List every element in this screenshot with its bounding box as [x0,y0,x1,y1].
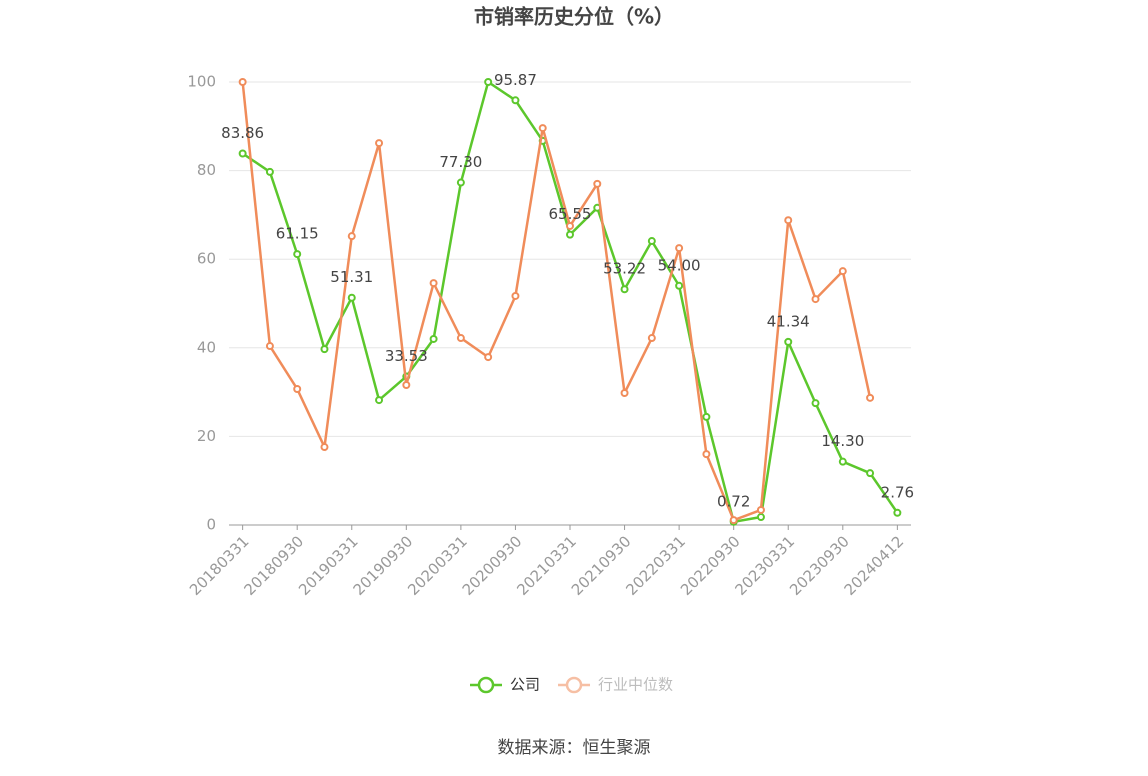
data-point [838,457,847,466]
data-point [293,384,302,393]
data-point [566,221,574,230]
legend-label: 公司 [510,676,540,694]
x-tick-label: 20240412 [841,532,908,599]
data-point [593,179,602,188]
data-label: 2.76 [881,483,914,501]
data-point [265,342,274,351]
data-point [893,508,902,517]
data-label: 51.31 [330,268,373,286]
data-label: 33.53 [385,347,428,365]
data-point [375,396,384,405]
series-line [241,79,899,524]
data-label: 83.86 [221,124,264,142]
data-point [538,124,547,133]
legend-item: 公司 [470,676,540,694]
data-point [729,516,738,525]
data-point [702,450,711,459]
data-point [320,443,329,452]
data-point [675,244,684,253]
data-point [702,412,711,421]
legend-label: 行业中位数 [598,676,673,694]
data-point [347,293,356,302]
data-point [784,216,793,225]
data-point [429,334,438,343]
data-point [484,353,493,362]
chart-title: 市销率历史分位（%） [474,5,674,29]
data-point [429,279,438,288]
data-label: 14.30 [821,432,864,450]
data-point [375,139,384,148]
data-point [647,237,656,246]
series-line [241,81,872,522]
y-tick-label: 100 [187,73,216,91]
data-point [675,281,684,290]
data-point [402,381,411,390]
data-label: 65.55 [549,205,592,223]
data-point [566,230,574,239]
data-point [620,285,629,294]
y-tick-label: 0 [206,516,216,534]
data-label: 54.00 [658,256,701,274]
data-point [620,388,629,397]
data-point [838,267,847,276]
data-point [484,78,493,86]
data-point [784,337,793,346]
data-label: 0.72 [717,492,750,510]
data-point [456,178,465,187]
data-point [756,513,765,522]
data-point [866,469,875,478]
data-point [811,399,820,408]
y-tick-label: 40 [197,338,216,356]
data-point [756,505,765,514]
legend-marker [477,676,495,694]
data-point [238,149,247,158]
data-point [647,334,656,343]
legend-marker [565,676,583,694]
data-point [265,167,274,176]
data-label: 77.30 [439,153,482,171]
data-label: 41.34 [767,312,810,330]
source-note: 数据来源：恒生聚源 [498,738,651,758]
legend-item: 行业中位数 [558,676,673,694]
data-point [347,232,356,241]
data-point [511,96,520,105]
y-tick-label: 60 [197,250,216,268]
data-point [293,250,302,259]
data-label: 95.87 [494,71,537,89]
data-point [238,78,247,86]
data-point [866,393,875,402]
data-point [456,334,465,343]
data-point [511,291,520,300]
data-label: 53.22 [603,260,646,278]
data-point [320,345,329,354]
y-tick-label: 80 [197,161,216,179]
data-point [811,295,820,304]
y-tick-label: 20 [197,427,216,445]
data-label: 61.15 [276,225,319,243]
